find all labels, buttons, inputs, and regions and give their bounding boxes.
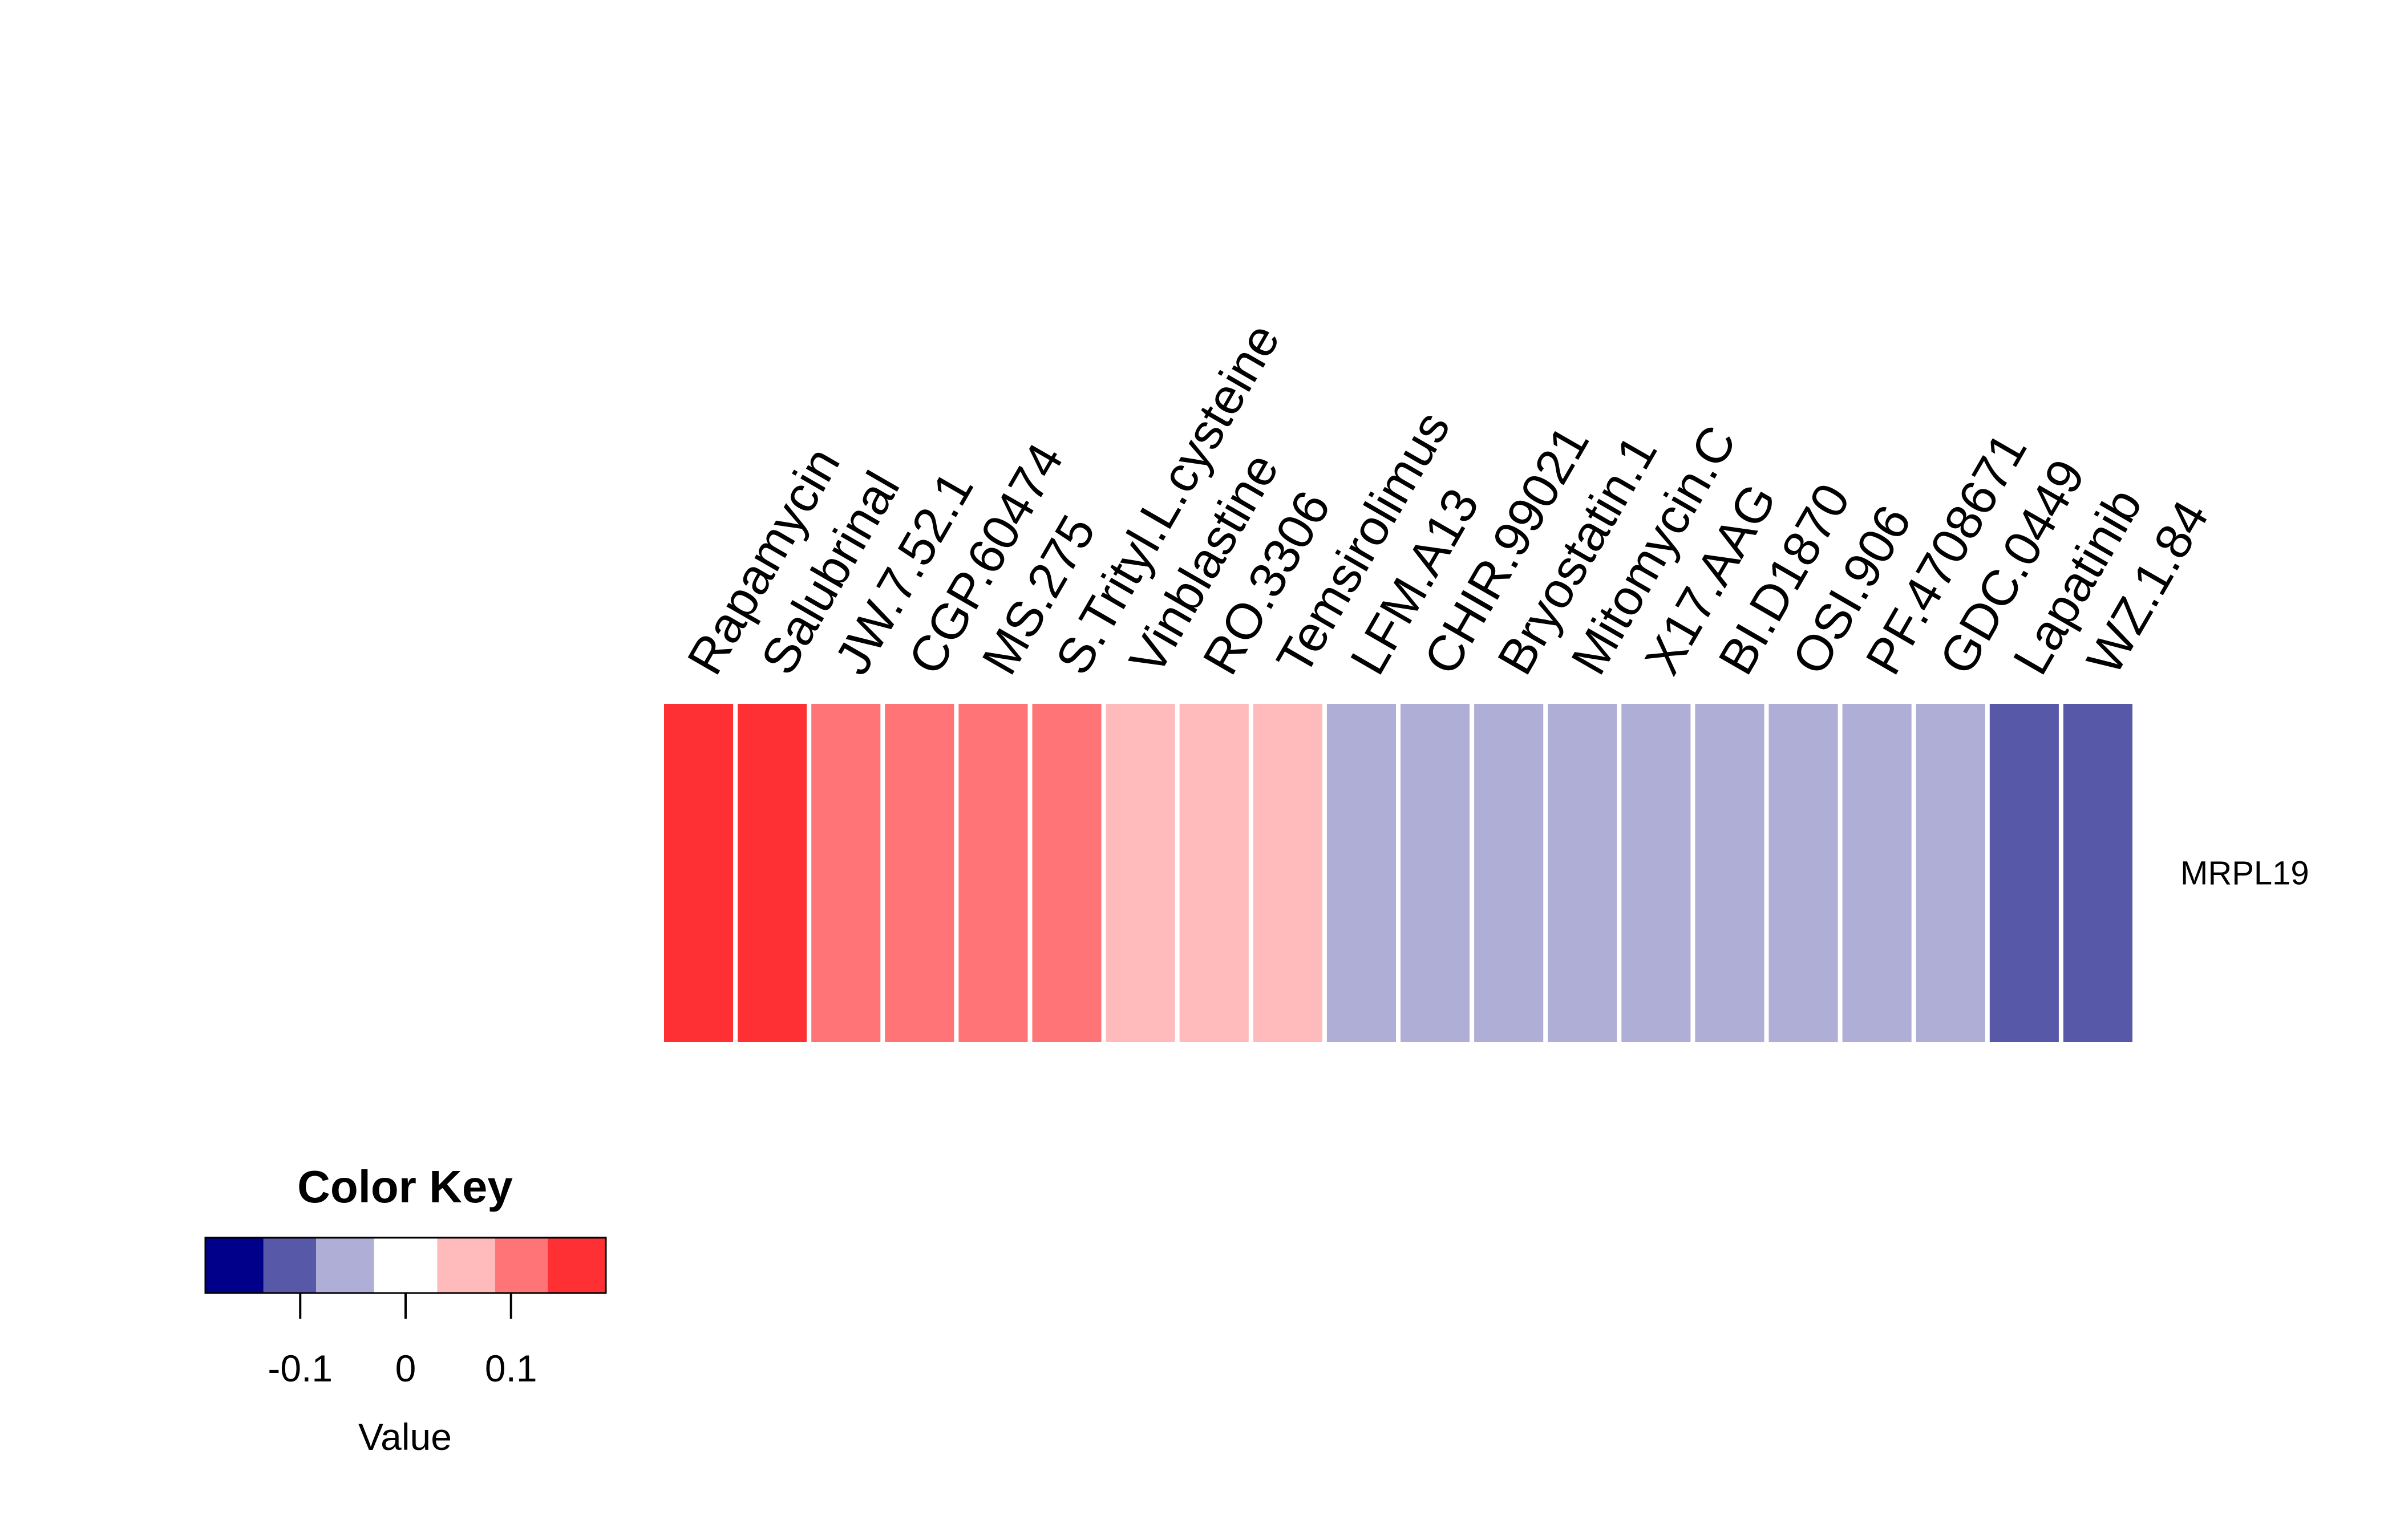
- heatmap-cell: [1326, 704, 1396, 1042]
- heatmap-cell: [1032, 704, 1102, 1042]
- color-key-swatch: [315, 1238, 375, 1293]
- heatmap-cell: [664, 704, 734, 1042]
- color-key-swatch: [437, 1238, 496, 1293]
- heatmap-cell: [1695, 704, 1764, 1042]
- color-key-tick-label: 0.1: [485, 1347, 537, 1389]
- heatmap-cell: [2063, 704, 2132, 1042]
- color-key-tick-label: -0.1: [268, 1347, 333, 1389]
- heatmap-cell: [885, 704, 954, 1042]
- heatmap-cell: [1548, 704, 1617, 1042]
- heatmap-cell: [1401, 704, 1470, 1042]
- row-labels: MRPL19: [2180, 855, 2309, 892]
- color-key-axis-label: Value: [358, 1416, 452, 1458]
- color-key-swatch: [548, 1238, 606, 1293]
- heatmap-cell: [811, 704, 881, 1042]
- heatmap-cell: [1474, 704, 1544, 1042]
- heatmap-cell: [738, 704, 807, 1042]
- color-key-bar: [205, 1238, 606, 1293]
- heatmap-cell: [1621, 704, 1691, 1042]
- heatmap-cell: [1768, 704, 1838, 1042]
- heatmap-cells: [664, 704, 2132, 1042]
- color-key-axis: -0.1 0 0.1: [268, 1293, 537, 1389]
- heatmap-cell: [1842, 704, 1912, 1042]
- color-key-swatch: [374, 1238, 438, 1293]
- heatmap-cell: [1916, 704, 1985, 1042]
- color-key-swatch: [495, 1238, 548, 1293]
- column-labels: RapamycinSalubrinalJW.7.52.1CGP.60474MS.…: [676, 314, 2219, 683]
- heatmap-cell: [958, 704, 1028, 1042]
- color-key-swatch: [263, 1238, 317, 1293]
- color-key-swatch: [205, 1238, 264, 1293]
- heatmap-cell: [1989, 704, 2059, 1042]
- row-label: MRPL19: [2180, 855, 2309, 892]
- heatmap-cell: [1179, 704, 1249, 1042]
- heatmap-cell: [1253, 704, 1322, 1042]
- heatmap-cell: [1106, 704, 1175, 1042]
- color-key-tick-label: 0: [395, 1347, 416, 1389]
- color-key-title: Color Key: [297, 1161, 513, 1212]
- color-key: Color Key -0.1 0 0.1 Value: [204, 1161, 607, 1458]
